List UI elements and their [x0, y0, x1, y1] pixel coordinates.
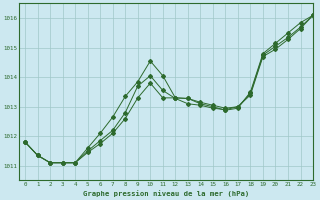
X-axis label: Graphe pression niveau de la mer (hPa): Graphe pression niveau de la mer (hPa): [83, 190, 249, 197]
